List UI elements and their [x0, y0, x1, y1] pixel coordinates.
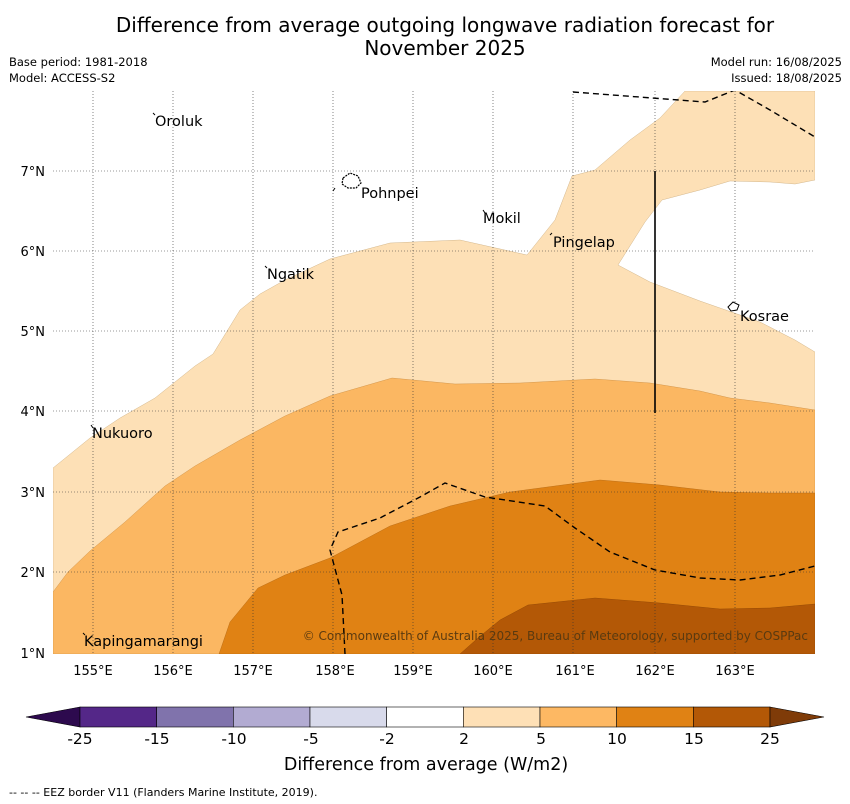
colorbar-tick: 15: [684, 730, 704, 748]
map-area: [53, 91, 815, 654]
colorbar-tick: 25: [760, 730, 780, 748]
label-kosrae: Kosrae: [740, 309, 789, 325]
lon-label: 159°E: [393, 664, 433, 679]
colorbar-bin: [233, 706, 311, 728]
colorbar-tick: 10: [607, 730, 627, 748]
label-pingelap: Pingelap: [553, 235, 615, 251]
label-ngatik: Ngatik: [267, 267, 315, 283]
lat-label: 4°N: [21, 405, 46, 420]
colorbar-tick: -25: [67, 730, 93, 748]
colorbar-title: Difference from average (W/m2): [283, 755, 569, 775]
colorbar-bin: [616, 706, 694, 728]
colorbar-tick: -5: [303, 730, 319, 748]
colorbar-bin: [693, 706, 771, 728]
colorbar: [25, 706, 825, 728]
colorbar-bin: [309, 706, 387, 728]
colorbar-tick: -2: [379, 730, 395, 748]
colorbar-bin: [463, 706, 541, 728]
atoll-marks: [82, 112, 553, 636]
eez-border: [329, 91, 815, 654]
lat-label: 3°N: [21, 486, 46, 501]
colorbar-tick: 2: [459, 730, 469, 748]
label-oroluk: Oroluk: [155, 114, 203, 130]
lon-label: 163°E: [715, 664, 755, 679]
label-pohnpei: Pohnpei: [361, 186, 419, 202]
lat-label: 7°N: [21, 165, 46, 180]
lon-label: 155°E: [73, 664, 113, 679]
lon-label: 158°E: [315, 664, 355, 679]
band-15-25: [459, 597, 815, 654]
pohnpei-island-mark-icon: [332, 187, 336, 192]
graticule: [53, 91, 815, 654]
lat-axis-labels: 7°N 6°N 5°N 4°N 3°N 2°N 1°N: [21, 165, 46, 662]
label-kapingamarangi: Kapingamarangi: [84, 634, 203, 650]
label-nukuoro: Nukuoro: [92, 426, 153, 442]
lat-label: 1°N: [21, 647, 46, 662]
place-labels: Oroluk Pohnpei Mokil Pingelap Ngatik Kos…: [84, 114, 789, 650]
lon-label: 161°E: [555, 664, 595, 679]
kosrae-island-icon: [727, 301, 740, 312]
map-title-line2: November 2025: [364, 36, 526, 60]
lat-label: 2°N: [21, 566, 46, 581]
model-run-date: Model run: 16/08/2025: [710, 55, 842, 69]
lon-axis-labels: 155°E 156°E 157°E 158°E 159°E 160°E 161°…: [73, 664, 755, 679]
lat-label: 6°N: [21, 245, 46, 260]
lat-label: 5°N: [21, 325, 46, 340]
colorbar-min-arrow: [25, 706, 81, 728]
run-info: Model run: 16/08/2025 Issued: 18/08/2025: [711, 54, 842, 86]
colorbar-bin: [539, 706, 617, 728]
lon-label: 160°E: [473, 664, 513, 679]
colorbar-bin: [386, 706, 464, 728]
eez-legend-note: -- -- -- EEZ border V11 (Flanders Marine…: [9, 786, 318, 799]
colorbar-tick: -15: [144, 730, 170, 748]
pohnpei-island-icon: [341, 172, 362, 189]
colorbar-tick: -10: [221, 730, 247, 748]
colorbar-max-arrow: [769, 706, 825, 728]
lon-label: 162°E: [635, 664, 675, 679]
copyright-text: © Commonwealth of Australia 2025, Bureau…: [303, 629, 808, 643]
model-info: Base period: 1981-2018 Model: ACCESS-S2: [9, 54, 148, 86]
colorbar-bin: [156, 706, 234, 728]
map-title-line1: Difference from average outgoing longwav…: [115, 13, 775, 37]
lon-label: 156°E: [153, 664, 193, 679]
colorbar-tick: 5: [536, 730, 546, 748]
colorbar-bin: [79, 706, 157, 728]
model-name: Model: ACCESS-S2: [9, 71, 116, 85]
base-period: Base period: 1981-2018: [9, 55, 148, 69]
issued-date: Issued: 18/08/2025: [731, 71, 842, 85]
map-title: Difference from average outgoing longwav…: [0, 14, 850, 60]
label-mokil: Mokil: [483, 211, 521, 227]
lon-label: 157°E: [233, 664, 273, 679]
